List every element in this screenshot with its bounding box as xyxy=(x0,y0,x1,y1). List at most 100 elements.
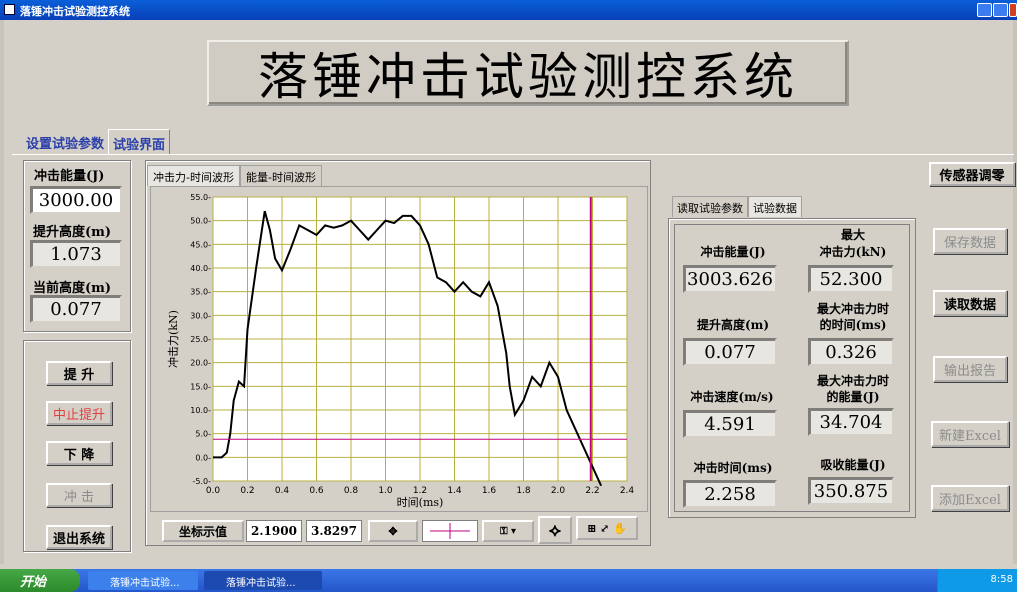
y-tick-label: -5.0- xyxy=(193,477,212,486)
move-icon: ✥ xyxy=(388,524,398,538)
result-lift-height-value: 0.077 xyxy=(683,338,777,366)
new-excel-button[interactable]: 新建Excel xyxy=(931,421,1009,447)
lift-height-value: 1.073 xyxy=(30,240,122,268)
taskbar: 开始 落锤冲击试验... 落锤冲击试验... 8:58 xyxy=(0,569,1017,592)
x-tick-label: 0.2 xyxy=(240,486,254,496)
x-tick-label: 1.4 xyxy=(447,486,462,496)
result-max-force-label-1: 最大 xyxy=(840,228,865,242)
main-tabs: 设置试验参数 试验界面 xyxy=(22,129,171,155)
add-excel-button[interactable]: 添加Excel xyxy=(931,485,1009,511)
control-group xyxy=(23,340,131,552)
parameter-group xyxy=(23,160,131,332)
navigation-icon: ⟡ xyxy=(549,519,561,541)
tab-divider xyxy=(12,154,1014,155)
cursor-style-icon[interactable] xyxy=(422,520,478,542)
page-banner: 落锤冲击试验测控系统 xyxy=(207,40,849,106)
graph-panel xyxy=(145,160,651,546)
result-max-force-time-label-2: 的时间(ms) xyxy=(819,318,887,332)
x-tick-label: 1.6 xyxy=(482,486,497,496)
tab-energy-time[interactable]: 能量-时间波形 xyxy=(239,165,322,186)
impact-energy-label: 冲击能量(J) xyxy=(34,169,105,184)
result-lift-height-label: 提升高度(m) xyxy=(696,318,770,332)
crosshair-icon xyxy=(430,523,470,539)
clock: 8:58 xyxy=(990,574,1013,585)
result-max-force-value: 52.300 xyxy=(808,265,894,293)
graph-tools-palette[interactable]: ⊞ ⤢ ✋ xyxy=(576,516,638,540)
x-axis-label: 时间(ms) xyxy=(397,496,444,509)
result-impact-energy-label: 冲击能量(J) xyxy=(700,245,766,259)
exit-button[interactable]: 退出系统 xyxy=(46,525,112,549)
tab-test[interactable]: 试验界面 xyxy=(108,129,171,154)
x-tick-label: 1.2 xyxy=(413,486,427,496)
result-impact-speed-value: 4.591 xyxy=(683,410,777,438)
tab-test-data[interactable]: 试验数据 xyxy=(748,196,802,217)
y-tick-label: 35.0- xyxy=(190,288,211,297)
impact-energy-input[interactable]: 3000.00 xyxy=(30,186,122,214)
y-tick-label: 40.0- xyxy=(190,264,211,273)
taskbar-item-2[interactable]: 落锤冲击试验... xyxy=(204,571,322,590)
y-tick-label: 15.0- xyxy=(190,382,211,391)
graph-tabs: 冲击力-时间波形 能量-时间波形 xyxy=(147,165,322,186)
tab-force-time[interactable]: 冲击力-时间波形 xyxy=(147,165,240,186)
navigate-button[interactable]: ⟡ xyxy=(538,516,572,544)
system-tray: 8:58 xyxy=(937,569,1017,592)
current-height-label: 当前高度(m) xyxy=(33,281,112,296)
y-tick-label: 5.0- xyxy=(195,430,211,439)
y-tick-label: 50.0- xyxy=(190,217,211,226)
app-icon xyxy=(4,4,15,15)
lift-height-label: 提升高度(m) xyxy=(33,225,112,240)
cursor-move-button[interactable]: ✥ xyxy=(368,520,418,542)
x-tick-label: 2.4 xyxy=(620,486,635,496)
result-tabs: 读取试验参数 试验数据 xyxy=(672,196,802,217)
x-tick-label: 1.8 xyxy=(516,486,531,496)
result-impact-time-value: 2.258 xyxy=(683,480,777,508)
cursor-lock-dropdown[interactable]: ⚿ ▾ xyxy=(482,520,534,542)
tab-settings[interactable]: 设置试验参数 xyxy=(26,137,105,152)
minimize-button[interactable] xyxy=(977,3,992,17)
x-tick-label: 2.0 xyxy=(551,486,566,496)
x-tick-label: 2.2 xyxy=(585,486,599,496)
result-max-force-time-label-1: 最大冲击力时 xyxy=(816,302,889,316)
sensor-zero-button[interactable]: 传感器调零 xyxy=(929,162,1015,186)
taskbar-item-1[interactable]: 落锤冲击试验... xyxy=(88,571,198,590)
impact-button[interactable]: 冲 击 xyxy=(46,483,112,507)
x-tick-label: 0.0 xyxy=(206,486,221,496)
result-max-force-time-value: 0.326 xyxy=(808,338,894,366)
cursor-y-value: 3.8297 xyxy=(306,520,362,542)
window-title: 落锤冲击试验测控系统 xyxy=(20,5,130,18)
title-bar: 落锤冲击试验测控系统 xyxy=(0,0,1017,20)
y-tick-label: 20.0- xyxy=(190,359,211,368)
result-impact-speed-label: 冲击速度(m/s) xyxy=(690,390,774,404)
current-height-value: 0.077 xyxy=(30,295,122,323)
chart-area: 0.0 0.2 0.4 0.6 0.8 1.0 1.2 1.4 1.6 1.8 2.0 2.2 2.4 5… xyxy=(150,186,648,512)
result-absorbed-energy-value: 350.875 xyxy=(808,477,894,505)
stop-lift-button[interactable]: 中止提升 xyxy=(46,401,112,425)
maximize-button[interactable] xyxy=(993,3,1008,17)
result-absorbed-energy-label: 吸收能量(J) xyxy=(820,458,886,472)
result-max-force-energy-value: 34.704 xyxy=(808,408,894,436)
start-button[interactable]: 开始 xyxy=(0,569,80,592)
results-panel xyxy=(668,218,916,518)
lift-button[interactable]: 提 升 xyxy=(46,361,112,385)
read-data-button[interactable]: 读取数据 xyxy=(933,290,1007,316)
x-tick-label: 0.4 xyxy=(275,486,290,496)
tab-read-params[interactable]: 读取试验参数 xyxy=(672,196,748,217)
y-tick-label: 55.0- xyxy=(190,193,211,202)
cursor-label: 坐标示值 xyxy=(162,520,244,542)
force-series-line xyxy=(213,210,603,487)
y-tick-label: 10.0- xyxy=(190,406,211,415)
y-tick-label: 30.0- xyxy=(190,311,211,320)
taskbar-item-2-label: 落锤冲击试验... xyxy=(226,578,296,589)
close-button[interactable] xyxy=(1009,3,1017,17)
x-tick-label: 0.8 xyxy=(344,486,359,496)
save-data-button[interactable]: 保存数据 xyxy=(933,228,1007,254)
lock-icon: ⚿ ▾ xyxy=(499,525,517,537)
lower-button[interactable]: 下 降 xyxy=(46,441,112,465)
x-tick-label: 0.6 xyxy=(309,486,324,496)
cursor-x-value: 2.1900 xyxy=(246,520,302,542)
zoom-pan-icons: ⊞ ⤢ ✋ xyxy=(587,521,627,535)
output-report-button[interactable]: 输出报告 xyxy=(933,356,1007,382)
y-tick-label: 25.0- xyxy=(190,335,211,344)
force-time-chart[interactable]: 0.0 0.2 0.4 0.6 0.8 1.0 1.2 1.4 1.6 1.8 2.0 2.2 2.4 5… xyxy=(151,187,649,513)
taskbar-item-1-label: 落锤冲击试验... xyxy=(110,578,180,589)
